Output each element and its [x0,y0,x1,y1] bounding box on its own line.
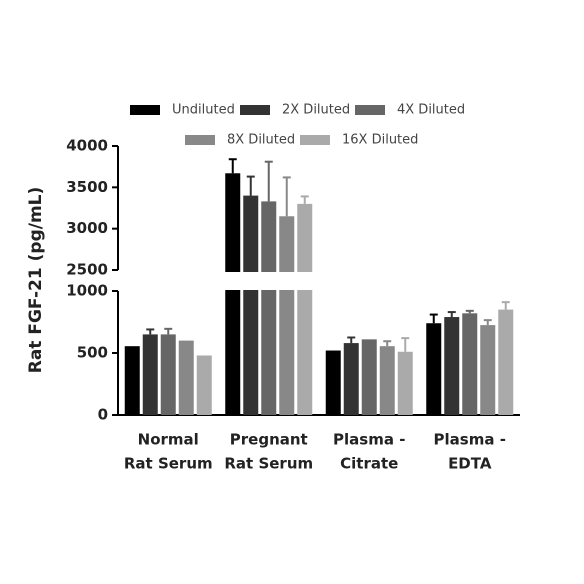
y-tick-label: 1000 [66,282,108,300]
x-tick-label: Plasma - [333,431,405,449]
legend-swatch [130,105,160,115]
legend-label: Undiluted [172,103,235,118]
bar [160,334,176,415]
bar [426,323,442,415]
y-tick-label: 2500 [66,261,108,279]
x-tick-label: Rat Serum [124,455,213,473]
bar [297,203,313,415]
x-tick-label: Citrate [340,455,398,473]
bar [124,346,140,415]
legend-label: 2X Diluted [282,103,350,118]
y-tick-label: 3500 [66,178,108,196]
bar [498,309,514,415]
bar [379,346,395,415]
legend-swatch [355,105,385,115]
legend-swatch [185,135,215,145]
bar [361,339,377,415]
bar [261,201,277,415]
bar [225,173,241,415]
axis-break [115,272,523,290]
bar [178,340,194,415]
bar [279,216,295,415]
bar [196,355,212,415]
x-tick-label: Pregnant [230,431,308,449]
y-tick-label: 4000 [66,137,108,155]
legend-label: 16X Diluted [342,133,418,148]
y-tick-label: 500 [77,344,108,362]
x-tick-label: EDTA [448,455,492,473]
x-tick-label: Plasma - [434,431,506,449]
bar [462,313,478,415]
legend-label: 8X Diluted [227,133,295,148]
bar [480,325,496,415]
y-axis-title: Rat FGF-21 (pg/mL) [26,187,46,374]
x-tick-label: Rat Serum [224,455,313,473]
bar [444,317,460,415]
x-tick-label: Normal [138,431,199,449]
bar [325,350,341,415]
bar [397,351,413,415]
y-tick-label: 3000 [66,219,108,237]
y-tick-label: 0 [98,406,108,424]
bar [142,334,158,415]
legend-swatch [240,105,270,115]
bar [343,343,359,415]
bar [243,195,259,415]
legend-swatch [300,135,330,145]
legend-label: 4X Diluted [397,103,465,118]
